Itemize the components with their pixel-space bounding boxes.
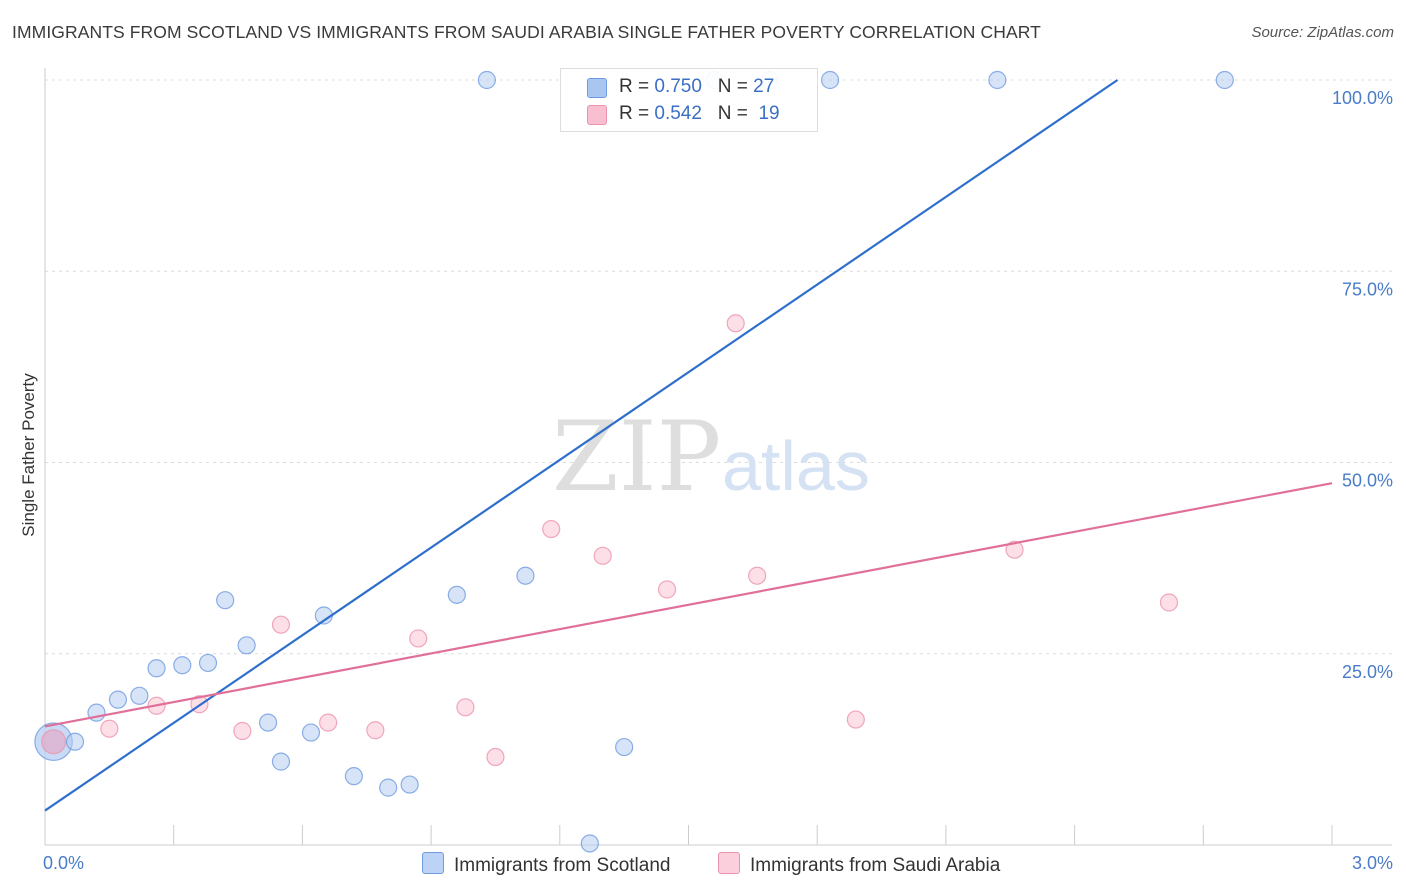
watermark: ZIP atlas: [552, 401, 870, 513]
scotland-point: [65, 732, 85, 751]
scotland-point: [580, 834, 599, 853]
data-points: [34, 70, 1234, 853]
scotland-point: [147, 659, 166, 678]
x-tick-label: 3.0%: [1352, 853, 1393, 873]
chart-title: IMMIGRANTS FROM SCOTLAND VS IMMIGRANTS F…: [12, 22, 1041, 42]
saudi-arabia-point: [409, 629, 428, 648]
scotland-point: [216, 591, 235, 610]
y-tick-label: 50.0%: [1342, 471, 1393, 491]
watermark-zip: ZIP: [552, 401, 721, 513]
bottom-legend-saudi-arabia: Immigrants from Saudi Arabia: [718, 852, 1000, 877]
bottom-legend-scotland: Immigrants from Scotland: [422, 852, 670, 877]
saudi-arabia-point: [748, 566, 767, 585]
scotland-point: [173, 656, 192, 675]
scotland-point: [271, 752, 291, 771]
saudi-arabia-trend-line: [44, 482, 1333, 728]
scotland-point: [820, 70, 840, 90]
scotland-point: [400, 775, 419, 794]
saudi-arabia-point: [846, 710, 865, 729]
saudi-arabia-point: [41, 729, 67, 755]
correlation-legend: R = 0.750 N = 27 R = 0.542 N = 19: [560, 68, 818, 132]
scotland-point: [344, 767, 363, 786]
watermark-atlas: atlas: [722, 427, 870, 505]
legend-n-label: N =: [717, 103, 748, 124]
scotland-point: [516, 566, 535, 585]
scotland-point: [477, 70, 496, 90]
scotland-point: [1215, 70, 1234, 90]
saudi-arabia-point: [366, 721, 385, 740]
saudi-arabia-point: [542, 519, 561, 539]
scotland-point: [615, 737, 634, 757]
saudi-arabia-point: [319, 713, 338, 732]
saudi-arabia-point: [1159, 593, 1179, 612]
x-tick-labels: 0.0% 3.0%: [43, 853, 1393, 873]
saudi-arabia-point: [486, 747, 505, 767]
legend-n-label: N =: [717, 76, 748, 97]
saudi-arabia-point: [233, 721, 252, 741]
saudi-arabia-point: [593, 546, 612, 565]
legend-r-value-scotland: 0.750: [654, 76, 702, 97]
bottom-legend-label-scotland: Immigrants from Scotland: [454, 855, 671, 876]
bottom-legend-label-saudi-arabia: Immigrants from Saudi Arabia: [750, 855, 1001, 876]
scotland-point: [258, 713, 278, 732]
scotland-point: [108, 690, 128, 709]
y-axis-label: Single Father Poverty: [19, 373, 38, 537]
saudi-arabia-point: [726, 314, 745, 333]
x-tick-label: 0.0%: [43, 853, 84, 873]
scotland-trend-line: [44, 79, 1119, 812]
bottom-legend-swatch-saudi-arabia: [718, 852, 740, 874]
legend-r-label: R =: [619, 103, 650, 124]
source-credit: Source: ZipAtlas.com: [1251, 24, 1394, 41]
scotland-point: [379, 778, 398, 797]
legend-r-value-saudi-arabia: 0.542: [654, 103, 702, 124]
saudi-arabia-point: [1005, 540, 1024, 559]
legend-swatch-saudi-arabia: [587, 105, 607, 125]
scotland-point: [447, 585, 466, 604]
trend-lines: [44, 79, 1333, 812]
legend-n-value-scotland: 27: [753, 76, 775, 97]
y-tick-label: 25.0%: [1342, 662, 1393, 682]
scotland-point: [237, 636, 256, 655]
y-tick-label: 100.0%: [1332, 88, 1393, 108]
saudi-arabia-point: [100, 719, 119, 738]
bottom-legend-swatch-scotland: [422, 852, 444, 874]
legend-n-value-saudi-arabia: 19: [758, 103, 780, 124]
saudi-arabia-point: [456, 698, 475, 717]
y-tick-labels: 25.0% 50.0% 75.0% 100.0%: [1332, 88, 1393, 682]
y-tick-label: 75.0%: [1342, 279, 1393, 299]
saudi-arabia-point: [657, 580, 677, 599]
legend-r-label: R =: [619, 76, 650, 97]
axes: [44, 68, 1392, 846]
scotland-point: [198, 653, 218, 673]
grid-lines: [45, 79, 1392, 655]
scotland-point: [988, 70, 1007, 90]
scotland-point: [301, 723, 321, 742]
saudi-arabia-point: [271, 615, 291, 634]
scotland-point: [130, 686, 149, 705]
legend-swatch-scotland: [587, 78, 607, 98]
